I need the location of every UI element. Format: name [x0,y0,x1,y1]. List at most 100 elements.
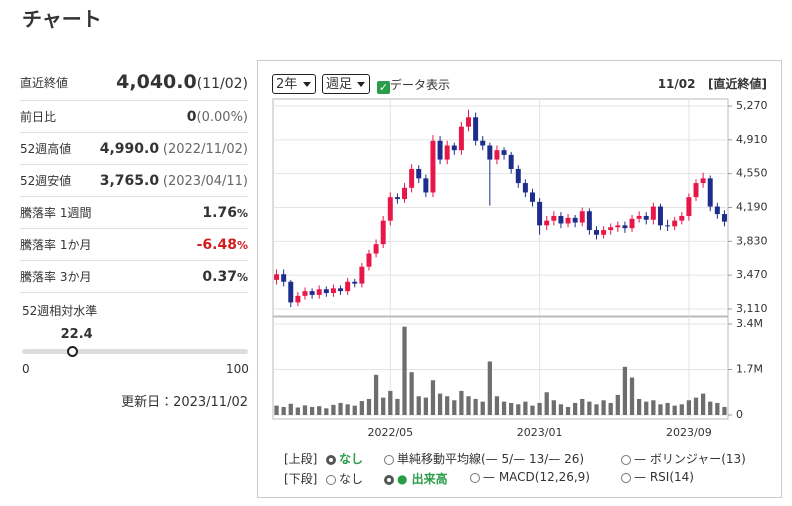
volume-bar [587,401,592,415]
summary-row: 52週安値 3,765.0 (2023/04/11) [20,165,248,197]
level-min: 0 [22,362,30,376]
candle-body [387,197,393,221]
volume-bar [637,398,642,415]
volume-bar [558,404,564,415]
volume-bar [309,406,315,415]
level-label: 52週相対水準 [22,304,98,318]
unit: % [236,270,248,284]
candle-body [466,117,471,127]
candle-body [352,281,358,284]
volume-bar [594,404,599,415]
candle-body [657,206,663,226]
volume-bar [501,401,507,415]
volume-bar [480,401,485,415]
candle-body [558,215,564,224]
candle-body [309,291,315,295]
updated: 更新日：2023/11/02 [121,395,248,410]
summary-row: 前日比 0(0.00%) [20,101,248,133]
summary-row: 52週高値 4,990.0 (2022/11/02) [20,133,248,165]
volume-bar [672,405,677,415]
option-label: ボリンジャー(13) [649,452,746,466]
volume-bar [601,400,606,415]
candle-body [629,218,635,229]
summary-row: 騰落率 1か月 -6.48% [20,229,248,261]
candle-body [615,225,621,228]
candle-body [693,183,699,198]
note: (0.00%) [196,109,248,125]
radio[interactable] [621,473,631,483]
option[interactable]: なし [326,470,363,487]
level-track [22,349,248,354]
period-select[interactable]: 2年 [272,74,316,94]
radio[interactable] [621,455,631,465]
candle-body [437,140,443,160]
candle-body [451,145,457,151]
candle-body [508,154,514,169]
volume-bar [551,400,556,415]
date-info: 11/02 [直近終値] [658,75,767,92]
candle-body [572,217,578,223]
candle-body [281,274,287,282]
candle-body [622,225,628,229]
volume-bar [302,405,308,415]
volume-bar [686,400,692,415]
candle-body [636,215,642,219]
option[interactable]: — ボリンジャー(13) [621,450,746,467]
value: 4,990.0 [99,140,160,157]
candle-body [430,140,436,193]
candle-body [394,197,400,200]
upper-label: [上段] [284,452,318,466]
summary: 直近終値 4,040.0(11/02) 前日比 0(0.00%) 52週高値 4,99… [20,64,248,293]
volume-bar [715,402,720,415]
volume-bar [516,404,521,415]
summary-row: 直近終値 4,040.0(11/02) [20,64,248,101]
checkbox[interactable]: ✓ [377,81,390,94]
radio[interactable] [384,475,394,485]
volume-bar [615,394,620,415]
candle-body [409,168,415,188]
option-label: RSI(14) [649,470,694,484]
label: 騰落率 1週間 [20,206,92,220]
radio[interactable] [384,455,394,465]
volume-bar [345,404,350,415]
option-label: 単純移動平均線(— 5/— 13/— 26) [397,452,585,466]
candle-body [601,230,607,235]
option[interactable]: — RSI(14) [621,470,694,484]
volume-bar [658,404,663,415]
volume-bar [487,361,492,415]
option[interactable]: — MACD(12,26,9) [470,470,590,484]
candle-body [274,274,280,280]
candle-body [530,192,535,202]
volume-bar [509,402,514,415]
value: 3,765.0 [99,172,160,189]
option[interactable]: 単純移動平均線(— 5/— 13/— 26) [384,450,584,467]
label: 前日比 [20,110,57,124]
volume-bar [423,397,428,415]
radio[interactable] [326,475,336,485]
value: -6.48 [196,236,237,253]
note: (2022/11/02) [162,141,248,157]
radio[interactable] [326,455,336,465]
candle-body [544,220,550,226]
radio[interactable] [470,473,480,483]
candle-body [537,201,543,226]
level-value: 22.4 [60,327,93,342]
y-tick-label: 3,110 [736,302,768,315]
option[interactable]: ● 出来高 [384,470,448,487]
volume-bar [416,396,421,415]
candle-body [551,215,557,221]
volume-bar [573,402,578,415]
candle-body [373,244,379,254]
volume-bar [708,401,713,415]
date: 11/02 [657,77,696,91]
candle-body [494,150,500,160]
value: 4,040.0 [116,71,197,93]
interval-select[interactable]: 週足 [322,74,370,94]
data-toggle[interactable]: ✓ データ表示 [377,76,450,94]
y-tick-label: 4,910 [736,133,768,146]
option-label: なし [339,452,364,466]
candle-body [700,178,706,184]
candle-body [643,215,649,220]
candle-body [579,211,585,223]
option[interactable]: なし [326,450,363,467]
